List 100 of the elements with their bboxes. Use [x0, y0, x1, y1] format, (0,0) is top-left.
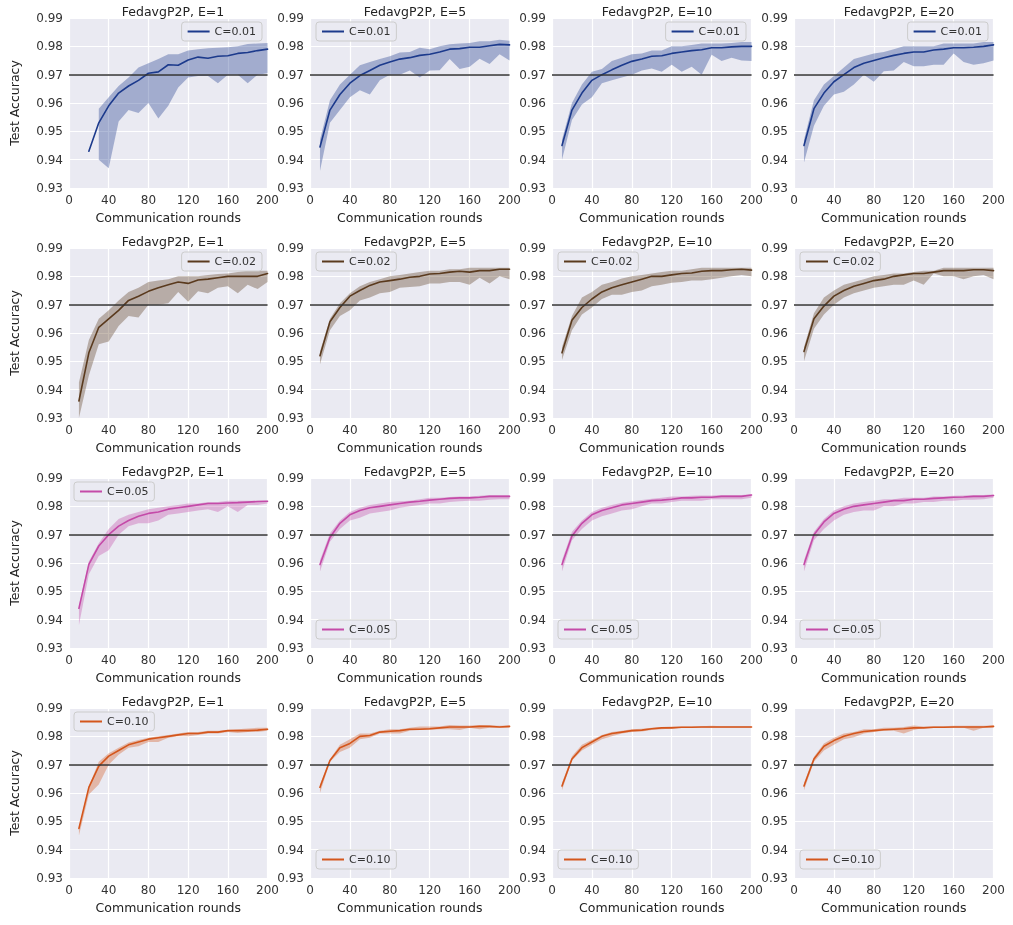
- chart-title: FedavgP2P, E=5: [363, 4, 467, 19]
- x-tick-label: 0: [306, 193, 314, 207]
- chart-title: FedavgP2P, E=20: [843, 694, 955, 709]
- y-tick-label: 0.96: [277, 96, 304, 110]
- x-tick-label: 200: [982, 193, 1005, 207]
- y-tick-label: 0.97: [519, 527, 546, 542]
- y-tick-label: 0.98: [761, 39, 788, 54]
- x-tick-label: 200: [740, 423, 763, 437]
- y-tick-label: 0.94: [761, 612, 788, 627]
- y-axis-title: Test Accuracy: [7, 59, 22, 147]
- y-tick-label: 0.93: [519, 641, 546, 655]
- y-tick-label: 0.94: [277, 612, 304, 627]
- legend-label: C=0.05: [833, 623, 875, 636]
- legend-label: C=0.05: [349, 623, 391, 636]
- y-tick-label: 0.95: [277, 124, 304, 139]
- y-tick-label: 0.94: [36, 382, 63, 397]
- y-tick-label: 0.94: [519, 612, 546, 627]
- x-axis-title: Communication rounds: [579, 669, 725, 685]
- x-axis-title: Communication rounds: [579, 439, 725, 455]
- y-tick-label: 0.99: [519, 241, 546, 255]
- y-tick-label: 0.96: [519, 786, 546, 800]
- x-axis-title: Communication rounds: [821, 899, 967, 915]
- y-tick-label: 0.99: [36, 701, 63, 715]
- y-tick-label: 0.98: [761, 729, 788, 744]
- x-tick-label: 160: [458, 883, 482, 897]
- x-tick-label: 120: [660, 883, 684, 897]
- y-tick-label: 0.93: [277, 411, 304, 425]
- x-tick-label: 80: [140, 653, 157, 667]
- y-tick-label: 0.95: [277, 814, 304, 829]
- chart-title: FedavgP2P, E=5: [363, 694, 467, 709]
- y-tick-label: 0.93: [277, 871, 304, 885]
- x-tick-label: 80: [624, 193, 640, 207]
- chart-title: FedavgP2P, E=1: [121, 4, 225, 19]
- legend-label: C=0.01: [214, 25, 256, 38]
- y-tick-label: 0.99: [761, 701, 788, 715]
- y-tick-label: 0.95: [761, 354, 788, 369]
- chart-title: FedavgP2P, E=20: [843, 234, 955, 249]
- x-tick-label: 160: [942, 883, 966, 897]
- y-tick-label: 0.96: [36, 786, 63, 800]
- y-tick-label: 0.97: [277, 67, 304, 82]
- y-tick-label: 0.94: [277, 842, 304, 857]
- x-tick-label: 40: [584, 653, 600, 667]
- x-tick-label: 0: [790, 193, 798, 207]
- legend-label: C=0.01: [940, 25, 982, 38]
- y-tick-label: 0.99: [761, 11, 788, 25]
- y-tick-label: 0.98: [277, 269, 304, 284]
- x-tick-label: 200: [498, 423, 521, 437]
- x-axis-title: Communication rounds: [337, 209, 483, 225]
- y-tick-label: 0.99: [36, 11, 63, 25]
- x-tick-label: 160: [216, 193, 240, 207]
- x-tick-label: 40: [101, 423, 117, 437]
- chart-title: FedavgP2P, E=20: [843, 4, 955, 19]
- x-axis-title: Communication rounds: [821, 439, 967, 455]
- x-tick-label: 120: [902, 193, 926, 207]
- chart-title: FedavgP2P, E=10: [601, 464, 713, 479]
- y-tick-label: 0.96: [277, 326, 304, 340]
- x-tick-label: 120: [902, 883, 926, 897]
- y-tick-label: 0.93: [761, 871, 788, 885]
- chart-title: FedavgP2P, E=20: [843, 464, 955, 479]
- y-tick-label: 0.97: [277, 757, 304, 772]
- x-tick-label: 200: [256, 883, 279, 897]
- y-tick-label: 0.97: [519, 67, 546, 82]
- x-tick-label: 40: [342, 883, 358, 897]
- x-axis-title: Communication rounds: [821, 209, 967, 225]
- x-tick-label: 200: [740, 193, 763, 207]
- chart-title: FedavgP2P, E=1: [121, 234, 225, 249]
- x-tick-label: 160: [216, 653, 240, 667]
- y-tick-label: 0.98: [519, 729, 546, 744]
- x-axis-title: Communication rounds: [95, 899, 241, 915]
- y-tick-label: 0.96: [36, 326, 63, 340]
- y-axis-title: Test Accuracy: [7, 519, 22, 607]
- x-tick-label: 80: [866, 193, 882, 207]
- x-tick-label: 40: [342, 423, 358, 437]
- y-tick-label: 0.95: [761, 584, 788, 599]
- x-axis-title: Communication rounds: [579, 209, 725, 225]
- y-tick-label: 0.94: [761, 382, 788, 397]
- legend-label: C=0.05: [107, 485, 149, 498]
- x-tick-label: 0: [65, 653, 73, 667]
- y-tick-label: 0.97: [36, 297, 63, 312]
- x-tick-label: 160: [700, 883, 724, 897]
- y-axis-title: Test Accuracy: [7, 749, 22, 837]
- x-tick-label: 80: [866, 653, 882, 667]
- x-tick-label: 0: [790, 653, 798, 667]
- y-tick-label: 0.97: [761, 297, 788, 312]
- line-series: [319, 43, 511, 148]
- x-tick-label: 40: [342, 653, 358, 667]
- x-tick-label: 40: [584, 883, 600, 897]
- x-tick-label: 120: [902, 423, 926, 437]
- chart-title: FedavgP2P, E=5: [363, 464, 467, 479]
- y-tick-label: 0.98: [277, 729, 304, 744]
- legend-label: C=0.02: [833, 255, 875, 268]
- x-tick-label: 80: [382, 883, 398, 897]
- x-tick-label: 120: [418, 423, 442, 437]
- y-tick-label: 0.96: [761, 326, 788, 340]
- x-tick-label: 80: [866, 883, 882, 897]
- y-tick-label: 0.93: [761, 411, 788, 425]
- x-tick-label: 40: [584, 193, 600, 207]
- y-tick-label: 0.95: [519, 124, 546, 139]
- x-tick-label: 0: [548, 653, 556, 667]
- x-axis-title: Communication rounds: [95, 669, 241, 685]
